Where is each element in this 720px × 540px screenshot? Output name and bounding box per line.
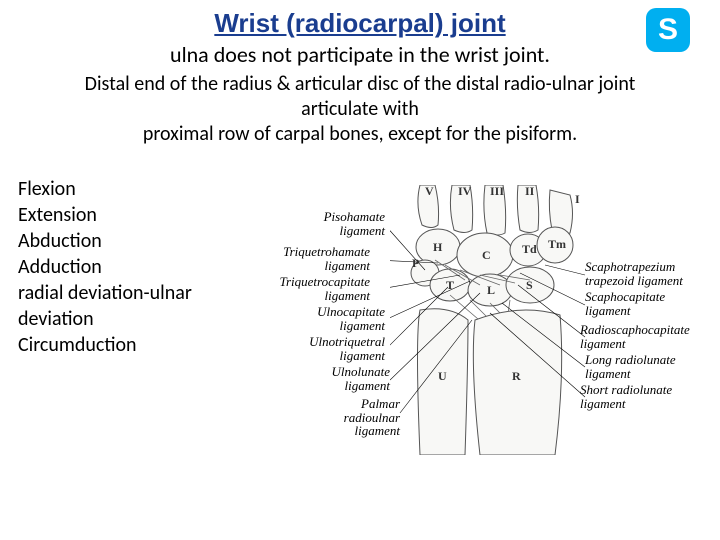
bone-u: U [438,369,447,383]
bone-r: R [512,369,521,383]
label-palmar-radioulnar: Palmarradioulnarligament [270,397,400,438]
label-scaphocapitate: Scaphocapitateligament [585,290,720,317]
label-triquetrocapitate: Triquetrocapitateligament [240,275,370,302]
bone-iv: IV [458,185,472,198]
movements-list: Flexion Extension Abduction Adduction ra… [10,170,250,364]
label-short-radiolunate: Short radiolunateligament [580,383,720,410]
label-pisohamate: Pisohamateligament [255,210,385,237]
bone-ii: II [525,185,535,198]
movement-item: Abduction [18,228,242,254]
bone-td: Td [522,242,537,256]
bone-s: S [526,278,533,292]
desc-line: proximal row of carpal bones, except for… [0,122,720,147]
label-ulnolunate: Ulnolunateligament [260,365,390,392]
label-scaphotrapezium: Scaphotrapeziumtrapezoid ligament [585,260,720,287]
bone-c: C [482,248,491,262]
bone-v: V [425,185,434,198]
movement-item: Adduction [18,254,242,280]
label-ulnocapitate: Ulnocapitateligament [255,305,385,332]
bone-tm: Tm [548,237,566,251]
label-ulnotriquetral: Ulnotriquetralligament [255,335,385,362]
bone-i: I [575,192,580,206]
bone-h: H [433,240,443,254]
movement-item: radial deviation-ulnar [18,280,242,306]
movement-item: Flexion [18,176,242,202]
page-title: Wrist (radiocarpal) joint [0,0,720,39]
bone-iii: III [490,185,504,198]
label-radioscaphocapitate: Radioscaphocapitateligament [580,323,720,350]
movement-item: Circumduction [18,332,242,358]
anatomy-diagram: Pisohamateligament Triquetrohamateligame… [260,175,710,525]
description: Distal end of the radius & articular dis… [0,72,720,147]
bone-t: T [446,278,454,292]
bone-p: P [412,256,419,270]
movement-item: deviation [18,306,242,332]
label-triquetrohamate: Triquetrohamateligament [240,245,370,272]
wrist-bones-svg: V IV III II I H C Td Tm P T L S U R [390,185,590,455]
movement-item: Extension [18,202,242,228]
skype-icon: S [646,8,690,52]
bone-l: L [487,283,495,297]
subtitle: ulna does not participate in the wrist j… [0,41,720,68]
desc-line: Distal end of the radius & articular dis… [0,72,720,97]
label-long-radiolunate: Long radiolunateligament [585,353,720,380]
desc-line: articulate with [0,97,720,122]
